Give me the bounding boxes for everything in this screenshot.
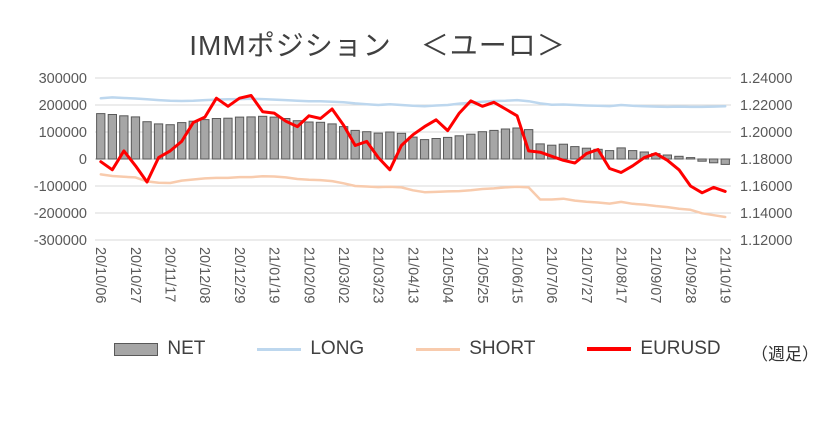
svg-text:20/12/08: 20/12/08 [196, 247, 212, 303]
svg-text:21/09/07: 21/09/07 [647, 247, 663, 303]
svg-text:20/10/27: 20/10/27 [127, 247, 143, 303]
legend-label-net: NET [167, 338, 206, 359]
svg-text:1.22000: 1.22000 [740, 98, 792, 114]
svg-text:21/10/19: 21/10/19 [717, 247, 733, 303]
svg-text:-200000: -200000 [34, 206, 87, 222]
weekly-period-note: （週足） [751, 345, 819, 364]
svg-text:100000: 100000 [39, 125, 87, 141]
svg-text:20/10/06: 20/10/06 [92, 247, 108, 303]
imm-position-chart: 300000 1.24000 200000 1.22000 100000 1.20000 0… [34, 71, 793, 303]
svg-text:21/03/23: 21/03/23 [370, 247, 386, 303]
svg-text:21/05/25: 21/05/25 [474, 247, 490, 303]
svg-text:21/06/15: 21/06/15 [508, 247, 524, 303]
svg-text:1.12000: 1.12000 [740, 233, 792, 249]
svg-text:21/07/06: 21/07/06 [543, 247, 559, 303]
svg-text:-300000: -300000 [34, 233, 87, 249]
net-bar-swatch-icon [114, 342, 159, 356]
svg-text:21/01/19: 21/01/19 [266, 247, 282, 303]
svg-text:0: 0 [79, 152, 87, 168]
svg-text:21/08/17: 21/08/17 [613, 247, 629, 303]
legend-item-long: LONG [257, 338, 364, 360]
svg-text:21/02/09: 21/02/09 [300, 247, 316, 303]
svg-text:1.20000: 1.20000 [740, 125, 792, 141]
svg-text:21/09/28: 21/09/28 [682, 247, 698, 303]
svg-text:-100000: -100000 [34, 179, 87, 195]
legend-item-short: SHORT [416, 338, 535, 360]
svg-text:20/11/17: 20/11/17 [162, 247, 178, 302]
svg-text:1.18000: 1.18000 [740, 152, 792, 168]
svg-text:20/12/29: 20/12/29 [231, 247, 247, 303]
long-line-swatch-icon [257, 347, 302, 351]
legend-item-net: NET [114, 338, 205, 360]
short-line-swatch-icon [416, 347, 461, 351]
legend-item-eurusd: EURUSD [587, 338, 721, 360]
svg-text:200000: 200000 [39, 98, 87, 114]
svg-text:21/05/04: 21/05/04 [439, 247, 455, 303]
svg-text:300000: 300000 [39, 71, 87, 87]
legend-label-eurusd: EURUSD [640, 338, 721, 359]
chart-title: IMMポジション ＜ユーロ＞ [189, 30, 566, 61]
svg-text:21/03/02: 21/03/02 [335, 247, 351, 303]
svg-text:1.16000: 1.16000 [740, 179, 792, 195]
legend-label-long: LONG [310, 338, 365, 359]
svg-text:1.14000: 1.14000 [740, 206, 792, 222]
svg-text:1.24000: 1.24000 [740, 71, 792, 87]
eurusd-line-swatch-icon [587, 347, 632, 351]
chart-legend: NET LONG SHORT EURUSD （週足） [0, 338, 835, 364]
svg-text:21/04/13: 21/04/13 [404, 247, 420, 303]
legend-label-short: SHORT [469, 338, 536, 359]
svg-text:21/07/27: 21/07/27 [578, 247, 594, 303]
